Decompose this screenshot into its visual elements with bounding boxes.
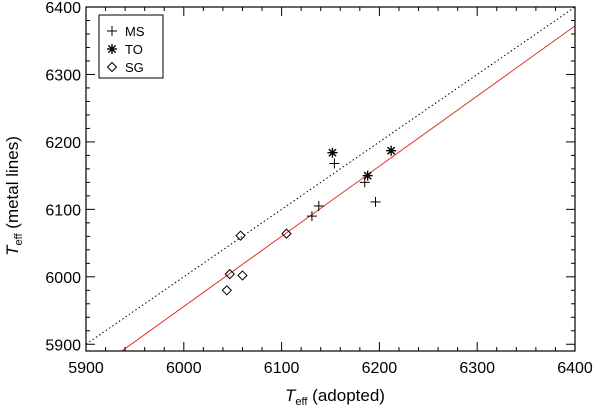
x-tick-label: 6100: [264, 360, 300, 377]
y-tick-label: 5900: [45, 337, 81, 354]
legend-marker-ms: [107, 26, 117, 36]
point-to: [386, 145, 397, 156]
legend-label-sg: SG: [125, 60, 144, 75]
legend-label-ms: MS: [125, 24, 145, 39]
point-sg: [224, 268, 235, 280]
axis-ticks: 5900 6000 6100 6200 6300 6400 5900 6000 6100 6200…: [45, 0, 592, 377]
x-tick-label: 6300: [459, 360, 495, 377]
point-to: [327, 147, 338, 158]
point-sg: [235, 230, 246, 241]
point-ms: [370, 196, 381, 207]
x-tick-label: 6200: [362, 360, 398, 377]
x-tick-label: 6400: [557, 360, 593, 377]
point-ms: [329, 158, 340, 169]
x-tick-label: 5900: [68, 360, 104, 377]
x-tick-label: 6000: [166, 360, 202, 377]
y-tick-label: 6100: [45, 202, 81, 219]
point-ms: [313, 200, 324, 211]
legend-marker-to: [107, 44, 117, 54]
y-axis-label: Teff (metal lines): [3, 136, 25, 256]
point-sg: [237, 270, 248, 281]
legend-marker-sg: [106, 61, 118, 73]
reference-lines: [86, 7, 575, 351]
point-sg: [281, 228, 292, 239]
legend: MS TO SG: [98, 14, 164, 79]
y-tick-label: 6300: [45, 67, 81, 84]
fit-line: [120, 25, 575, 351]
y-tick-label: 6200: [45, 135, 81, 152]
point-sg: [221, 285, 233, 296]
legend-label-to: TO: [125, 42, 143, 57]
x-axis-label: Teff (adopted): [285, 386, 385, 407]
one-to-one-line: [86, 7, 575, 345]
y-tick-label: 6400: [45, 0, 81, 17]
point-ms: [306, 211, 317, 222]
data-points: [221, 145, 397, 296]
point-to: [362, 170, 373, 181]
plot-frame: [85, 6, 576, 352]
y-tick-label: 6000: [45, 270, 81, 287]
